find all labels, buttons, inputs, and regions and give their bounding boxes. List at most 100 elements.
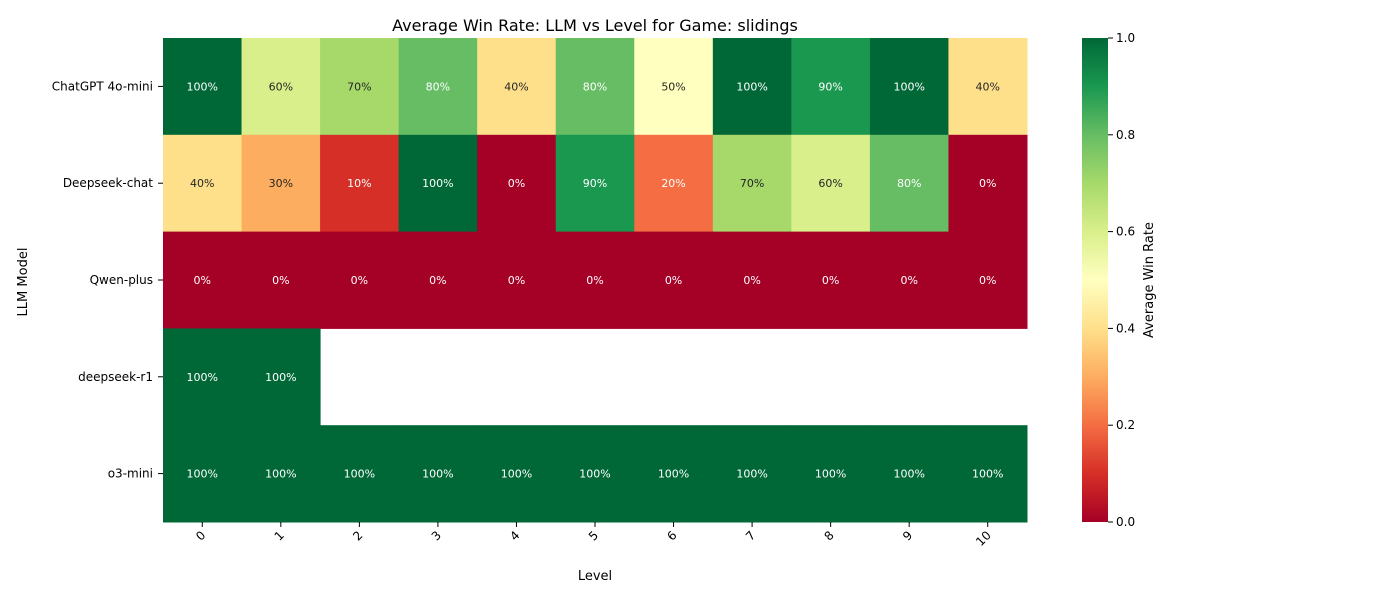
x-tick-label: 4 — [507, 528, 522, 543]
cell-value-label: 100% — [736, 468, 767, 481]
chart-title: Average Win Rate: LLM vs Level for Game:… — [392, 16, 798, 35]
heatmap-cell — [477, 231, 557, 329]
y-tick-label: deepseek-r1 — [78, 370, 153, 384]
cell-value-label: 80% — [426, 80, 450, 93]
heatmap-cell — [241, 328, 321, 426]
x-tick-label: 0 — [193, 528, 208, 543]
colorbar-tick-label: 0.2 — [1116, 418, 1135, 432]
cell-value-label: 0% — [979, 177, 996, 190]
heatmap-cell — [320, 425, 400, 523]
colorbar-tick-label: 0.0 — [1116, 515, 1135, 529]
heatmap-cell — [320, 231, 400, 329]
cell-value-label: 40% — [976, 80, 1000, 93]
cell-value-label: 50% — [661, 80, 685, 93]
heatmap-cell — [948, 38, 1028, 136]
cell-value-label: 80% — [897, 177, 921, 190]
cell-value-label: 100% — [815, 468, 846, 481]
x-tick-label: 5 — [586, 528, 601, 543]
cell-value-label: 100% — [501, 468, 532, 481]
heatmap-cell — [241, 231, 321, 329]
cell-value-label: 0% — [900, 274, 917, 287]
heatmap-cell — [948, 231, 1028, 329]
cell-value-label: 0% — [586, 274, 603, 287]
heatmap-cell — [398, 134, 478, 233]
heatmap-cell — [555, 425, 635, 523]
heatmap-cells: 100% 60% 70% 80% 40% 80% 50% 100% 90% 100% 40% 40% 3… — [163, 38, 1028, 523]
cell-value-label: 100% — [972, 468, 1003, 481]
cell-value-label: 100% — [736, 80, 767, 93]
heatmap-cell — [398, 38, 478, 136]
cell-value-label: 40% — [190, 177, 214, 190]
x-axis: 0 1 2 3 4 5 6 7 8 9 10 — [193, 522, 994, 549]
cell-value-label: 60% — [269, 80, 293, 93]
cell-value-label: 60% — [818, 177, 842, 190]
colorbar-label: Average Win Rate — [1142, 222, 1157, 338]
cell-value-label: 100% — [265, 371, 296, 384]
cell-value-label: 0% — [508, 177, 525, 190]
cell-value-label: 0% — [351, 274, 368, 287]
heatmap-cell — [477, 38, 557, 136]
heatmap-cell — [869, 134, 949, 233]
cell-value-label: 0% — [429, 274, 446, 287]
heatmap-cell — [163, 425, 243, 523]
x-tick-label: 3 — [429, 528, 444, 543]
colorbar-tick-label: 1.0 — [1116, 31, 1135, 45]
cell-value-label: 0% — [665, 274, 682, 287]
heatmap-cell — [241, 38, 321, 136]
y-tick-label: ChatGPT 4o-mini — [52, 79, 153, 93]
y-tick-label: o3-mini — [108, 467, 153, 481]
cell-value-label: 90% — [583, 177, 607, 190]
x-tick-label: 2 — [350, 528, 365, 543]
cell-value-label: 0% — [743, 274, 760, 287]
heatmap-cell — [320, 134, 400, 233]
heatmap-cell — [634, 134, 714, 233]
heatmap-cell — [634, 231, 714, 329]
y-tick-label: Deepseek-chat — [63, 176, 153, 190]
colorbar-ticks: 0.0 0.2 0.4 0.6 0.8 1.0 — [1108, 31, 1135, 529]
x-tick-label: 1 — [272, 528, 287, 543]
heatmap-cell — [634, 425, 714, 523]
heatmap-cell — [555, 38, 635, 136]
x-axis-label: Level — [578, 569, 612, 584]
heatmap-cell — [163, 328, 243, 426]
heatmap-cell — [634, 38, 714, 136]
heatmap-cell — [791, 134, 871, 233]
heatmap-cell — [712, 134, 792, 233]
cell-value-label: 100% — [422, 468, 453, 481]
cell-value-label: 100% — [893, 468, 924, 481]
colorbar: 0.0 0.2 0.4 0.6 0.8 1.0 Average Win Rate — [1082, 31, 1157, 529]
heatmap-cell — [791, 231, 871, 329]
x-tick-label: 8 — [821, 528, 836, 543]
cell-value-label: 100% — [579, 468, 610, 481]
cell-value-label: 40% — [504, 80, 528, 93]
heatmap-cell — [163, 231, 243, 329]
cell-value-label: 100% — [344, 468, 375, 481]
x-tick-label: 7 — [743, 528, 758, 543]
heatmap-cell — [712, 38, 792, 136]
cell-value-label: 70% — [740, 177, 764, 190]
cell-value-label: 80% — [583, 80, 607, 93]
heatmap-cell — [320, 38, 400, 136]
heatmap-cell — [398, 425, 478, 523]
cell-value-label: 0% — [508, 274, 525, 287]
colorbar-tick-label: 0.6 — [1116, 225, 1135, 239]
heatmap-cell — [948, 425, 1028, 523]
heatmap-cell — [555, 231, 635, 329]
colorbar-tick-label: 0.4 — [1116, 321, 1135, 335]
cell-value-label: 0% — [979, 274, 996, 287]
heatmap-cell — [163, 134, 243, 233]
y-axis-label: LLM Model — [16, 248, 31, 317]
cell-value-label: 100% — [187, 371, 218, 384]
heatmap-cell — [163, 38, 243, 136]
heatmap-cell — [869, 38, 949, 136]
cell-value-label: 90% — [818, 80, 842, 93]
colorbar-gradient — [1082, 38, 1108, 522]
cell-value-label: 70% — [347, 80, 371, 93]
cell-value-label: 10% — [347, 177, 371, 190]
heatmap-cell — [398, 231, 478, 329]
cell-value-label: 100% — [187, 468, 218, 481]
heatmap-cell — [712, 231, 792, 329]
cell-value-label: 20% — [661, 177, 685, 190]
y-tick-label: Qwen-plus — [90, 273, 153, 287]
